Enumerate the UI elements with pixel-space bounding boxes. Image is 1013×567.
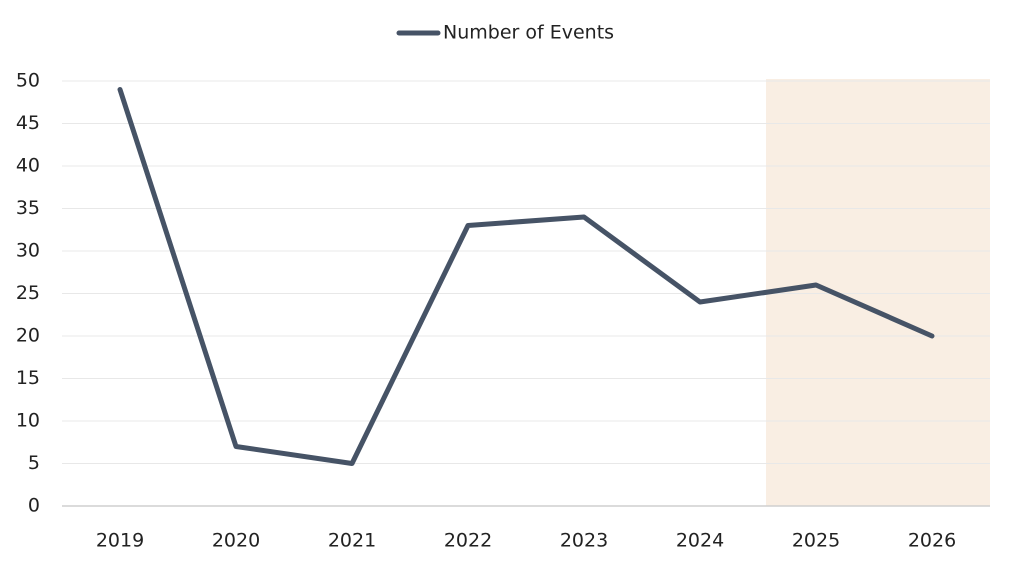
x-tick-label: 2020 [212,530,260,552]
y-tick-label: 20 [16,325,40,347]
y-tick-label: 10 [16,410,40,432]
x-tick-label: 2021 [328,530,376,552]
x-tick-label: 2022 [444,530,492,552]
x-tick-label: 2025 [792,530,840,552]
series-line [117,87,935,466]
y-tick-label: 45 [16,112,40,134]
x-tick-label: 2023 [560,530,608,552]
legend-label: Number of Events [443,22,614,44]
y-tick-label: 0 [28,495,40,517]
y-tick-label: 40 [16,155,40,177]
y-tick-label: 25 [16,282,40,304]
x-tick-label: 2026 [908,530,956,552]
y-tick-label: 15 [16,367,40,389]
y-tick-label: 50 [16,70,40,92]
x-tick-label: 2019 [96,530,144,552]
x-tick-label: 2024 [676,530,724,552]
forecast-shade [766,79,990,506]
y-tick-label: 35 [16,197,40,219]
y-tick-label: 5 [28,452,40,474]
y-tick-label: 30 [16,240,40,262]
